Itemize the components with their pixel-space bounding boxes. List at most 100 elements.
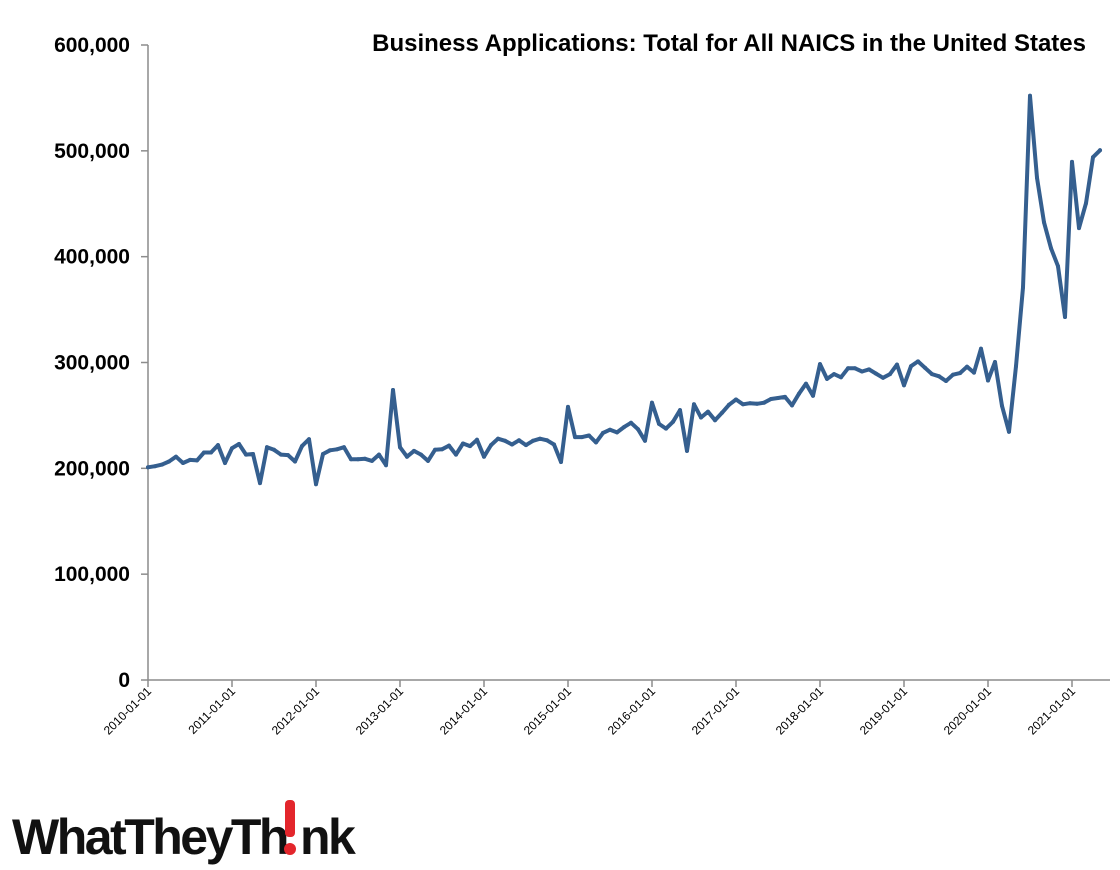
data-point	[818, 362, 822, 367]
data-point	[496, 436, 500, 441]
data-point	[853, 366, 857, 371]
data-point	[356, 457, 360, 462]
data-point	[531, 438, 535, 443]
data-point	[629, 420, 633, 425]
data-point	[167, 459, 171, 464]
y-tick-label: 100,000	[54, 563, 130, 586]
y-tick-label: 500,000	[54, 140, 130, 163]
data-point	[860, 369, 864, 374]
data-point	[426, 458, 430, 463]
y-tick-label: 600,000	[54, 34, 130, 57]
data-point	[1035, 175, 1039, 180]
x-tick-label: 2019-01-01	[857, 684, 911, 738]
data-point	[1021, 285, 1025, 290]
data-point	[363, 456, 367, 461]
data-point	[510, 442, 514, 447]
data-point	[1007, 429, 1011, 434]
data-point	[349, 457, 353, 462]
x-tick-label: 2017-01-01	[689, 684, 743, 738]
data-point	[475, 437, 479, 442]
data-point	[398, 445, 402, 450]
data-point	[839, 375, 843, 380]
data-point	[328, 448, 332, 453]
data-point	[587, 433, 591, 438]
x-tick-label: 2013-01-01	[353, 684, 407, 738]
x-tick-label: 2012-01-01	[269, 684, 323, 738]
data-point	[846, 366, 850, 371]
data-point	[1091, 155, 1095, 160]
data-point	[384, 463, 388, 468]
data-point	[265, 445, 269, 450]
data-point	[937, 374, 941, 379]
data-point	[286, 453, 290, 458]
data-point	[923, 365, 927, 370]
data-point	[678, 408, 682, 413]
data-point	[699, 415, 703, 420]
data-point	[902, 383, 906, 388]
data-point	[713, 418, 717, 423]
data-point	[734, 397, 738, 402]
data-point	[601, 430, 605, 435]
data-point	[958, 371, 962, 376]
data-point	[1084, 201, 1088, 206]
x-tick-label: 2015-01-01	[521, 684, 575, 738]
data-point	[720, 410, 724, 415]
data-point	[202, 450, 206, 455]
x-tick-label: 2021-01-01	[1025, 684, 1079, 738]
data-point	[538, 436, 542, 441]
data-point	[272, 447, 276, 452]
data-point	[370, 458, 374, 463]
data-point	[461, 441, 465, 446]
data-point	[769, 397, 773, 401]
data-point	[783, 394, 787, 399]
data-point	[825, 376, 829, 381]
data-point	[1063, 315, 1067, 319]
data-point	[146, 465, 150, 470]
data-point	[867, 367, 871, 372]
data-point	[951, 372, 955, 377]
x-tick-label: 2016-01-01	[605, 684, 659, 738]
data-point	[293, 459, 297, 464]
data-point	[454, 452, 458, 457]
data-point	[160, 462, 164, 467]
y-tick-label: 300,000	[54, 352, 130, 375]
data-point	[916, 359, 920, 364]
data-point	[433, 447, 437, 452]
data-point	[671, 419, 675, 424]
data-point	[314, 482, 318, 487]
data-point	[524, 443, 528, 448]
data-point	[895, 362, 899, 367]
data-point	[1056, 264, 1060, 269]
data-point	[489, 443, 493, 448]
data-point	[552, 442, 556, 447]
data-point	[1049, 246, 1053, 251]
data-point	[335, 447, 339, 452]
data-point	[832, 372, 836, 377]
data-point	[573, 435, 577, 440]
data-point	[797, 391, 801, 396]
data-point	[762, 400, 766, 405]
data-point	[237, 442, 241, 446]
data-point	[881, 375, 885, 380]
x-tick-label: 2018-01-01	[773, 684, 827, 738]
data-point	[223, 461, 227, 465]
data-point	[930, 372, 934, 377]
data-point	[251, 452, 255, 456]
data-point	[1070, 159, 1074, 164]
data-point	[440, 447, 444, 452]
data-point	[972, 370, 976, 375]
data-point	[1042, 220, 1046, 225]
x-axis-ticks: 2010-01-01 2011-01-01 2012-01-01 2013-01-01…	[101, 680, 1079, 738]
logo-exclamation-bar	[285, 800, 295, 837]
data-point	[307, 437, 311, 442]
data-point	[685, 448, 689, 453]
data-point	[664, 426, 668, 431]
data-point	[174, 454, 178, 459]
data-point	[559, 460, 563, 464]
data-point	[909, 364, 913, 369]
logo-wordmark-end: nk	[300, 809, 356, 865]
data-point	[195, 458, 199, 463]
data-point	[993, 360, 997, 364]
data-point	[755, 401, 759, 406]
data-point	[1014, 364, 1018, 369]
